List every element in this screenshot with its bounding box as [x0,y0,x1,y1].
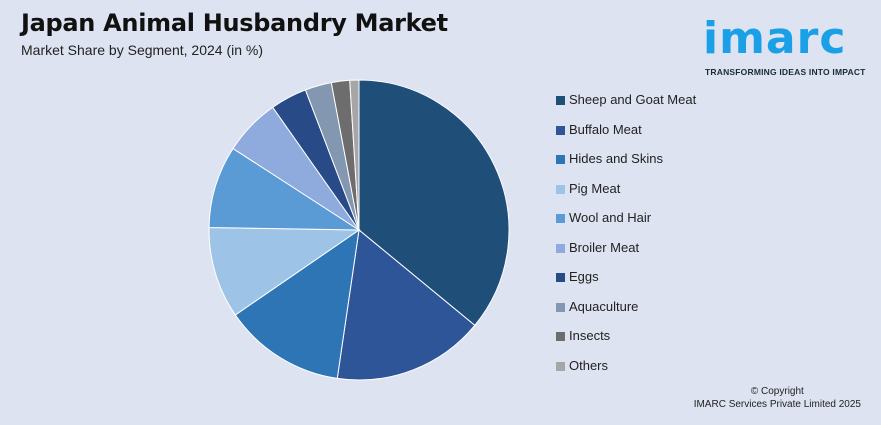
legend-swatch [556,96,565,105]
legend-swatch [556,361,565,371]
legend-label: Pig Meat [569,180,621,196]
legend-label: Buffalo Meat [569,121,642,137]
legend-item: Hides and Skins [556,151,696,181]
legend-item: Pig Meat [556,181,696,211]
copyright-notice: © Copyright IMARC Services Private Limit… [694,385,861,411]
legend-swatch [556,184,565,194]
logo-wordmark: imarc [703,13,847,64]
legend-label: Wool and Hair [569,210,652,225]
pie-slice-hides-and-skins [234,228,360,379]
legend-item: Others [556,358,696,388]
legend-swatch [556,243,565,253]
legend-label: Insects [569,328,611,343]
copyright-line-1: © Copyright [750,386,804,397]
legend-label: Sheep and Goat Meat [569,92,697,107]
legend-item: Sheep and Goat Meat [556,92,696,122]
legend-swatch [556,273,565,282]
copyright-line-2: IMARC Services Private Limited 2025 [693,399,861,410]
pie-slice-pig-meat [208,226,361,316]
legend-label: Hides and Skins [569,151,663,166]
pie-slice-buffalo-meat [336,229,476,381]
legend-label: Others [569,357,609,373]
pie-slice-others [349,79,360,231]
legend-item: Eggs [556,269,696,299]
legend-swatch [556,302,565,312]
legend-item: Wool and Hair [556,210,696,240]
legend-label: Aquaculture [569,298,639,314]
legend-label: Eggs [569,269,599,284]
legend-swatch [556,125,565,135]
legend-label: Broiler Meat [569,239,640,255]
chart-legend: Sheep and Goat Meat Buffalo Meat Hides and… [556,92,696,387]
imarc-logo: imarc TRANSFORMING IDEAS INTO IMPACT [703,8,873,80]
legend-swatch [556,155,565,164]
chart-title: Japan Animal Husbandry Market [21,9,448,37]
legend-item: Broiler Meat [556,240,696,270]
pie-slice-sheep-and-goat-meat [358,79,510,327]
pie-slice-wool-and-hair [208,147,361,231]
legend-item: Buffalo Meat [556,122,696,152]
legend-swatch [556,332,565,341]
legend-swatch [556,214,565,223]
chart-subtitle: Market Share by Segment, 2024 (in %) [21,42,264,58]
logo-tagline: TRANSFORMING IDEAS INTO IMPACT [705,67,866,77]
legend-item: Insects [556,328,696,358]
legend-item: Aquaculture [556,299,696,329]
